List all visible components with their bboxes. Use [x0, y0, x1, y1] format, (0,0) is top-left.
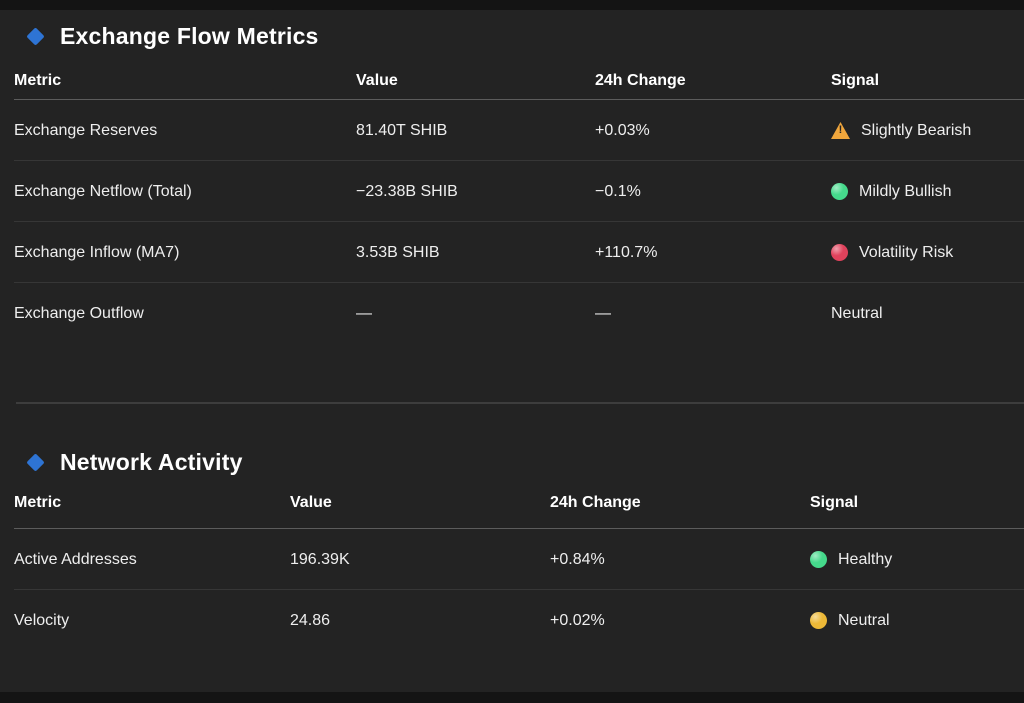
signal-cell: Slightly Bearish — [831, 122, 1024, 140]
table-header-row: Metric Value 24h Change Signal — [14, 478, 1024, 529]
signal-label: Mildly Bullish — [859, 182, 952, 200]
table-row: Active Addresses 196.39K +0.84% Healthy — [0, 529, 1024, 590]
section-gap — [0, 344, 1024, 402]
status-dot-icon — [831, 244, 848, 261]
table-row: Exchange Outflow — — Neutral — [0, 283, 1024, 344]
column-header-value: Value — [356, 71, 398, 89]
signal-label: Neutral — [831, 304, 883, 322]
metric-cell: Exchange Outflow — [14, 304, 144, 322]
section-header: Network Activity — [0, 404, 1024, 478]
column-header-metric: Metric — [14, 494, 62, 511]
signal-cell: Neutral — [831, 305, 1024, 323]
section-title: Exchange Flow Metrics — [60, 22, 319, 49]
value-cell: 81.40T SHIB — [356, 121, 448, 139]
signal-cell: Healthy — [810, 551, 1024, 569]
section-title: Network Activity — [60, 448, 243, 475]
section-header: Exchange Flow Metrics — [0, 10, 1024, 62]
signal-label: Neutral — [838, 611, 890, 629]
status-dot-icon — [810, 551, 827, 568]
metric-cell: Exchange Netflow (Total) — [14, 182, 192, 200]
table-header-row: Metric Value 24h Change Signal — [14, 62, 1024, 100]
status-dot-icon — [810, 612, 827, 629]
diamond-icon — [26, 26, 45, 46]
column-header-signal: Signal — [831, 71, 880, 89]
signal-cell: Neutral — [810, 612, 1024, 630]
warning-triangle-icon — [831, 122, 850, 139]
change-cell: — — [595, 304, 611, 322]
status-dot-icon — [831, 183, 848, 200]
table-row: Exchange Inflow (MA7) 3.53B SHIB +110.7%… — [0, 222, 1024, 283]
diamond-icon — [26, 452, 45, 472]
signal-label: Healthy — [838, 550, 893, 568]
change-cell: +0.84% — [550, 550, 605, 568]
change-cell: +0.02% — [550, 611, 605, 629]
column-header-value: Value — [290, 494, 332, 511]
table-row: Velocity 24.86 +0.02% Neutral — [0, 590, 1024, 651]
signal-label: Volatility Risk — [859, 243, 954, 261]
signal-cell: Mildly Bullish — [831, 183, 1024, 201]
value-cell: — — [356, 304, 372, 322]
bottom-gap — [0, 651, 1024, 692]
section-divider — [16, 402, 1024, 404]
change-cell: +0.03% — [595, 121, 650, 139]
table-row: Exchange Netflow (Total) −23.38B SHIB −0… — [0, 161, 1024, 222]
metric-cell: Velocity — [14, 611, 70, 629]
column-header-change: 24h Change — [550, 494, 641, 511]
signal-label: Slightly Bearish — [861, 121, 972, 139]
metric-cell: Exchange Reserves — [14, 121, 158, 139]
section-network-activity: Network Activity Metric Value 24h Change… — [0, 404, 1024, 651]
table-row: Exchange Reserves 81.40T SHIB +0.03% Sli… — [0, 100, 1024, 161]
change-cell: +110.7% — [595, 243, 658, 261]
value-cell: −23.38B SHIB — [356, 182, 458, 200]
column-header-metric: Metric — [14, 71, 62, 89]
value-cell: 24.86 — [290, 611, 331, 629]
bottom-edge-bar — [0, 692, 1024, 703]
metric-cell: Active Addresses — [14, 550, 137, 568]
column-header-signal: Signal — [810, 494, 859, 511]
value-cell: 196.39K — [290, 550, 350, 568]
signal-cell: Volatility Risk — [831, 244, 1024, 262]
column-header-change: 24h Change — [595, 71, 686, 89]
metric-cell: Exchange Inflow (MA7) — [14, 243, 180, 261]
value-cell: 3.53B SHIB — [356, 243, 440, 261]
top-edge-bar — [0, 0, 1024, 10]
section-exchange-flow-metrics: Exchange Flow Metrics Metric Value 24h C… — [0, 10, 1024, 344]
change-cell: −0.1% — [595, 182, 641, 200]
